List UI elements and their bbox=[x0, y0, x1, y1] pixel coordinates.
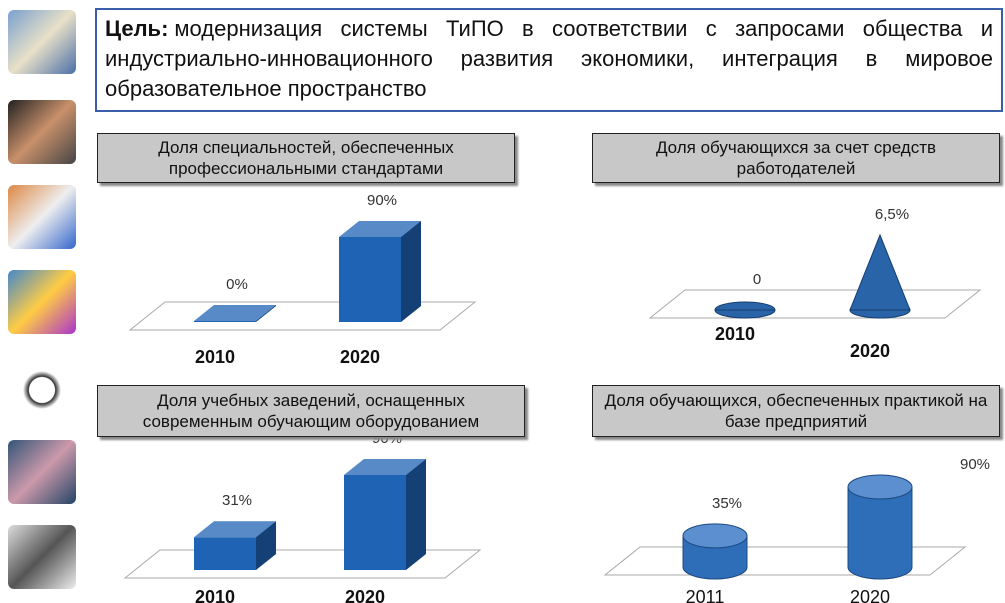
bar bbox=[194, 537, 256, 570]
value-label: 35% bbox=[712, 495, 742, 512]
value-label: 31% bbox=[222, 492, 252, 509]
value-label: 90% bbox=[367, 192, 397, 209]
bar-side-shade bbox=[401, 221, 421, 322]
cylinder bbox=[848, 487, 912, 579]
x-tick-label: 2010 bbox=[195, 587, 235, 603]
bar-side-shade bbox=[406, 459, 426, 570]
cone bbox=[850, 235, 910, 310]
cylinder-top bbox=[683, 524, 747, 548]
value-label: 90% bbox=[960, 456, 990, 473]
value-label: 0 bbox=[753, 271, 761, 288]
x-tick-label: 2011 bbox=[686, 587, 725, 603]
bar bbox=[194, 321, 256, 322]
value-label: 6,5% bbox=[875, 206, 909, 223]
floor bbox=[125, 550, 480, 578]
x-tick-label: 2010 bbox=[195, 347, 235, 367]
bar bbox=[344, 475, 406, 570]
cylinder-top bbox=[848, 475, 912, 499]
chart-title: Доля учебных заведений, оснащенных совре… bbox=[97, 385, 525, 437]
x-tick-label: 2010 bbox=[715, 324, 755, 344]
x-tick-label: 2020 bbox=[345, 587, 385, 603]
chart-title: Доля обучающихся, обеспеченных практикой… bbox=[592, 385, 1000, 437]
charts: 0% 2010 90% 2020 0 2010 6,5% 2020 31% 2010 90% 2020… bbox=[0, 0, 1005, 603]
floor bbox=[130, 302, 475, 330]
x-tick-label: 2020 bbox=[340, 347, 380, 367]
slide: Цель:модернизация системы ТиПО в соответ… bbox=[0, 0, 1005, 603]
chart-title: Доля обучающихся за счет средств работод… bbox=[592, 133, 1000, 183]
bar bbox=[339, 237, 401, 322]
x-tick-label: 2020 bbox=[850, 341, 890, 361]
x-tick-label: 2020 bbox=[850, 587, 890, 603]
chart-title: Доля специальностей, обеспеченных профес… bbox=[97, 133, 515, 183]
floor bbox=[650, 290, 980, 318]
value-label: 0% bbox=[226, 276, 248, 293]
